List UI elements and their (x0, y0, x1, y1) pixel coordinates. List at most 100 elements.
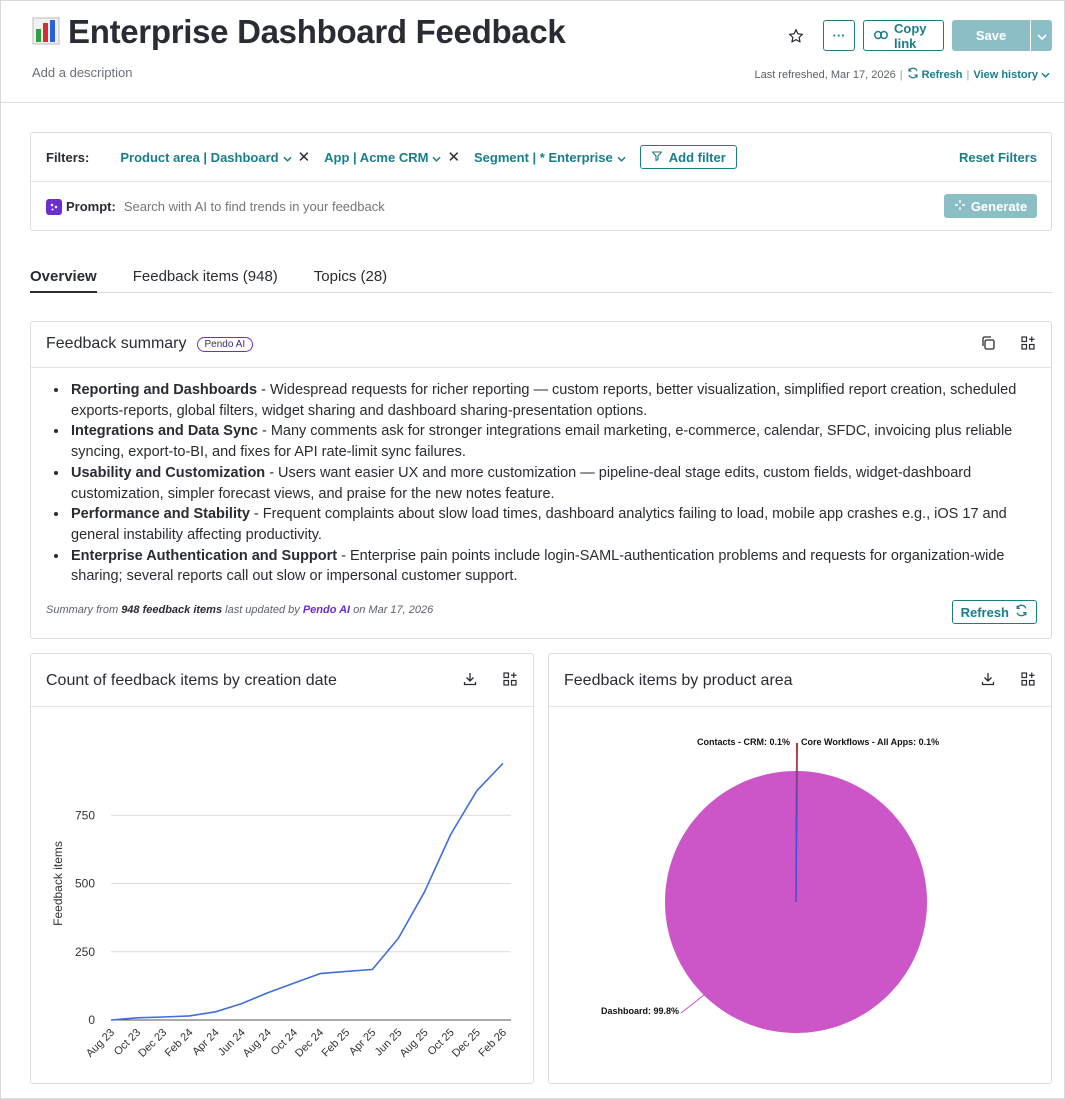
summary-item-text: - Frequent complaints about slow load ti… (71, 506, 1007, 543)
bar-chart-icon (32, 15, 60, 50)
summary-item-text: - Enterprise pain points include login-S… (71, 547, 1005, 585)
tab-feedback-items[interactable]: Feedback items (948) (132, 268, 278, 285)
add-widget-icon[interactable] (1021, 672, 1035, 691)
filter-chip-product-area[interactable]: Product area | Dashboard ✕ (120, 148, 310, 166)
summary-item: Reporting and Dashboards - Widespread re… (69, 380, 1029, 421)
filter-icon (651, 150, 663, 165)
summary-item: Performance and Stability - Frequent com… (69, 504, 1029, 545)
title-row: Enterprise Dashboard Feedback (32, 13, 566, 51)
series-line (110, 762, 504, 1021)
add-filter-label: Add filter (668, 149, 726, 165)
pie-label: Core Workflows - All Apps: 0.1% (801, 737, 939, 747)
summary-item-text: - Many comments ask for stronger integra… (71, 423, 1013, 461)
summary-footer: Summary from 948 feedback items last upd… (46, 604, 433, 616)
footer-ai: Pendo AI (302, 604, 351, 616)
pie-label: Contacts - CRM: 0.1% (697, 737, 790, 747)
feedback-summary-card: Feedback summary Pendo AI Reporting and … (30, 321, 1052, 639)
summary-list: Reporting and Dashboards - Widespread re… (69, 380, 1029, 587)
refresh-icon (1015, 604, 1028, 620)
y-tick-label: 750 (75, 808, 95, 822)
summary-item-heading: Enterprise Authentication and Support (71, 547, 338, 564)
refresh-link[interactable]: Refresh (907, 67, 963, 82)
download-icon[interactable] (463, 672, 477, 691)
prompt-label: Prompt: (66, 199, 116, 214)
tab-topics[interactable]: Topics (28) (313, 268, 388, 285)
x-tick-label: Dec 24 (293, 1027, 326, 1060)
add-filter-button[interactable]: Add filter (639, 145, 737, 169)
add-widget-icon[interactable] (1021, 336, 1035, 355)
y-tick-label: 500 (75, 877, 95, 891)
filter-chip-label: Product area | Dashboard (120, 149, 279, 165)
summary-actions (981, 336, 1035, 355)
pie-leader-line (680, 994, 705, 1014)
summary-item: Enterprise Authentication and Support - … (69, 546, 1029, 587)
save-button[interactable]: Save (952, 20, 1030, 51)
y-axis-label: Feedback items (51, 841, 65, 926)
footer-date: on Mar 17, 2026 (350, 604, 434, 616)
page-title: Enterprise Dashboard Feedback (68, 13, 566, 50)
save-options-button[interactable] (1030, 20, 1052, 51)
summary-item: Usability and Customization - Users want… (69, 463, 1029, 504)
summary-title: Feedback summary (46, 335, 187, 352)
last-refreshed-text: Last refreshed, Mar 17, 2026 (754, 68, 896, 81)
pie-label: Dashboard: 99.8% (601, 1006, 679, 1016)
summary-refresh-button[interactable]: Refresh (951, 600, 1037, 624)
chevron-down-icon (1041, 69, 1050, 81)
tab-overview[interactable]: Overview (30, 262, 97, 293)
filter-row: Filters: Product area | Dashboard ✕ App … (31, 133, 1051, 182)
separator: | (899, 68, 903, 81)
chevron-down-icon (1036, 27, 1047, 45)
line-chart-actions (463, 672, 517, 691)
pie-chart-actions (981, 672, 1035, 691)
close-icon[interactable]: ✕ (447, 149, 461, 166)
summary-item-heading: Performance and Stability (71, 506, 250, 523)
summary-item-text: - Users want easier UX and more customiz… (71, 464, 972, 502)
x-tick-label: Feb 25 (320, 1027, 353, 1060)
x-tick-label: Aug 23 (84, 1027, 117, 1060)
footer-prefix: Summary from (46, 604, 122, 616)
sparkle-icon (46, 198, 62, 215)
add-widget-icon[interactable] (503, 672, 517, 691)
generate-button[interactable]: Generate (944, 194, 1037, 218)
more-options-button[interactable]: ··· (823, 20, 855, 51)
copy-icon[interactable] (981, 336, 995, 355)
prompt-row: Prompt: Generate (31, 182, 1051, 231)
prompt-input[interactable] (123, 199, 724, 214)
view-history-link[interactable]: View history (973, 69, 1050, 81)
refresh-icon (907, 67, 919, 82)
x-tick-label: Feb 26 (476, 1027, 509, 1060)
chevron-down-icon (432, 150, 442, 165)
x-tick-label: Dec 25 (450, 1027, 483, 1060)
pie-chart-card: Feedback items by product area Dashboard… (548, 653, 1052, 1084)
line-chart-header: Count of feedback items by creation date (31, 654, 533, 707)
filter-chip-segment[interactable]: Segment | * Enterprise (474, 150, 626, 165)
download-icon[interactable] (981, 672, 995, 691)
reset-filters-link[interactable]: Reset Filters (958, 150, 1037, 165)
pendo-ai-badge: Pendo AI (196, 336, 254, 352)
filter-chip-app[interactable]: App | Acme CRM ✕ (324, 148, 460, 166)
pie-chart: Dashboard: 99.8% Contacts - CRM: 0.1% Core… (601, 737, 939, 1033)
x-tick-label: Apr 25 (347, 1027, 378, 1058)
x-tick-label: Apr 24 (190, 1027, 221, 1058)
filter-chip-label: App | Acme CRM (324, 149, 429, 165)
pie-slice (664, 771, 927, 1033)
y-tick-label: 250 (75, 945, 95, 959)
footer-mid: last updated by (222, 604, 303, 616)
generate-label: Generate (970, 198, 1028, 214)
x-tick-label: Aug 24 (241, 1027, 274, 1060)
chevron-down-icon (282, 150, 292, 165)
close-icon[interactable]: ✕ (297, 149, 311, 166)
separator: | (966, 68, 970, 81)
star-icon[interactable] (781, 21, 811, 51)
filter-chip-label: Segment | * Enterprise (474, 149, 613, 165)
description-field[interactable]: Add a description (32, 65, 133, 80)
summary-item-heading: Reporting and Dashboards (71, 382, 258, 398)
copy-link-label: Copy link (894, 20, 927, 51)
view-history-label: View history (973, 68, 1038, 81)
refresh-label: Refresh (960, 604, 1009, 620)
copy-link-button[interactable]: Copy link (863, 20, 944, 51)
tab-bar: Overview Feedback items (948) Topics (28… (30, 262, 1052, 293)
x-tick-label: Feb 24 (163, 1027, 196, 1060)
page-header: Enterprise Dashboard Feedback Add a desc… (1, 1, 1064, 103)
